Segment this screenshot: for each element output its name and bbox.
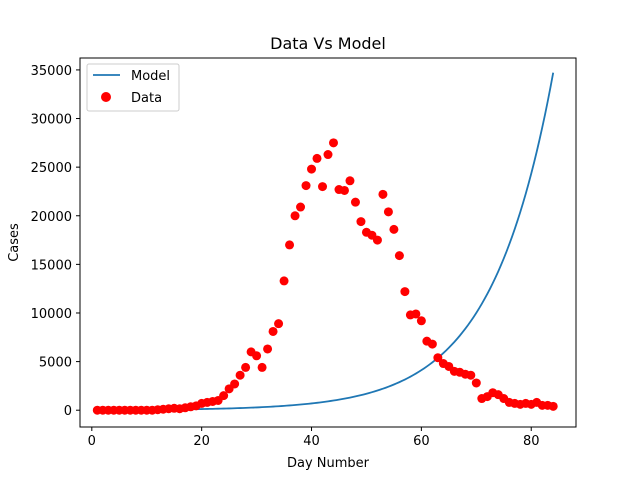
- x-tick-label: 60: [413, 434, 430, 449]
- legend-model-label: Model: [131, 69, 170, 84]
- data-point: [383, 207, 393, 217]
- data-point: [257, 362, 267, 372]
- model-line: [97, 72, 555, 411]
- data-point: [290, 211, 300, 221]
- data-points: [92, 138, 558, 415]
- data-point: [318, 182, 328, 192]
- data-point: [307, 164, 317, 174]
- data-point: [230, 379, 240, 389]
- data-point: [394, 251, 404, 261]
- data-point: [416, 316, 426, 326]
- data-point: [235, 370, 245, 380]
- legend: Model Data: [86, 63, 180, 112]
- data-point: [411, 309, 421, 319]
- x-axis-title: Day Number: [287, 456, 370, 471]
- y-tick-label: 5000: [39, 356, 72, 371]
- x-tick-label: 80: [523, 434, 540, 449]
- plot-frame: [79, 57, 577, 428]
- y-axis-title: Cases: [7, 223, 22, 262]
- data-point: [471, 378, 481, 388]
- y-tick-label: 15000: [31, 258, 72, 273]
- data-point: [356, 217, 366, 227]
- y-tick-label: 0: [64, 404, 72, 419]
- data-point: [328, 138, 338, 148]
- data-point: [219, 391, 229, 401]
- data-point: [279, 276, 289, 286]
- y-tick-label: 35000: [31, 64, 72, 79]
- data-point: [400, 287, 410, 297]
- x-axis: 0 20 40 60 80: [88, 427, 540, 449]
- data-point: [274, 319, 284, 329]
- x-tick-label: 40: [303, 434, 320, 449]
- data-point: [389, 224, 399, 234]
- data-point: [301, 181, 311, 191]
- y-tick-label: 20000: [31, 210, 72, 225]
- data-point: [433, 353, 443, 363]
- chart-title: Data Vs Model: [270, 34, 386, 53]
- data-point: [285, 240, 295, 250]
- data-point: [427, 339, 437, 349]
- data-point: [372, 235, 382, 245]
- data-point: [466, 370, 476, 380]
- data-point: [268, 326, 278, 336]
- y-tick-label: 10000: [31, 307, 72, 322]
- data-point: [378, 189, 388, 199]
- data-point: [263, 344, 273, 354]
- data-point: [323, 150, 333, 160]
- data-point: [350, 197, 360, 207]
- y-axis: 0 5000 10000 15000 20000 25000 30000 35000: [31, 64, 80, 419]
- x-tick-label: 0: [88, 434, 96, 449]
- data-point: [241, 362, 251, 372]
- data-point: [548, 401, 558, 411]
- data-point: [339, 185, 349, 195]
- legend-data-swatch: [101, 92, 111, 102]
- y-tick-label: 30000: [31, 113, 72, 128]
- data-point: [312, 153, 322, 163]
- data-point: [296, 202, 306, 212]
- legend-data-label: Data: [131, 91, 162, 106]
- data-point: [252, 351, 262, 361]
- x-tick-label: 20: [193, 434, 210, 449]
- data-point: [345, 176, 355, 186]
- y-tick-label: 25000: [31, 161, 72, 176]
